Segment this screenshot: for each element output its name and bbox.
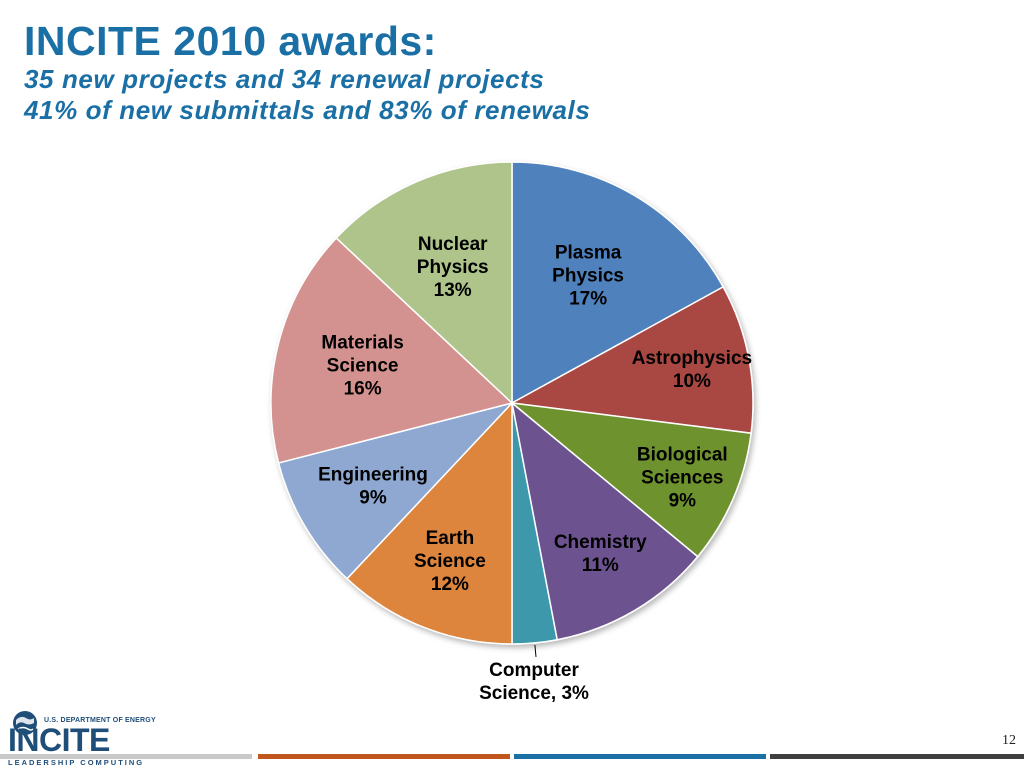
- slice-label-line: Computer: [489, 660, 579, 681]
- slice-label-chemistry: Chemistry 11%: [554, 532, 647, 576]
- slice-label-line: Earth: [426, 528, 475, 549]
- slice-label-line: Plasma: [555, 242, 622, 263]
- slice-label-line: 9%: [669, 491, 697, 512]
- pie-slice-astrophysics: [509, 285, 754, 435]
- slice-label-line: 13%: [434, 280, 472, 301]
- slice-label-line: Nuclear: [418, 234, 488, 255]
- slice-label-line: 16%: [344, 379, 382, 400]
- slice-label-line: 9%: [359, 488, 387, 509]
- slice-label-line: Sciences: [641, 468, 723, 489]
- pie-slice-nuclear-physics: [335, 161, 513, 405]
- incite-logo: U.S. DEPARTMENT OF ENERGY INCITE LEADERS…: [6, 708, 156, 767]
- subtitle-line-2: 41% of new submittals and 83% of renewal…: [24, 95, 591, 125]
- slice-label-line: Science: [414, 551, 486, 572]
- pie-slice-biological-sciences: [509, 401, 752, 558]
- footer-stripe-dark: [770, 754, 1024, 759]
- slice-label-plasma-physics: Plasma Physics 17%: [552, 242, 624, 309]
- logo-doe-text: U.S. DEPARTMENT OF ENERGY: [44, 717, 156, 724]
- pie-slice-engineering: [277, 401, 515, 580]
- slice-label-computer-science: Computer Science, 3%: [479, 660, 589, 704]
- slice-label-line: Chemistry: [554, 532, 647, 553]
- slice-label-astrophysics: Astrophysics 10%: [632, 348, 752, 392]
- globe-icon: [13, 711, 37, 735]
- title-block: INCITE 2010 awards: 35 new projects and …: [24, 18, 590, 126]
- pie-slice-chemistry: [510, 401, 699, 641]
- slice-label-line: Science, 3%: [479, 683, 589, 704]
- pie-labels: Plasma Physics 17%Astrophysics 10%Biologica…: [318, 234, 752, 704]
- slice-label-line: Physics: [417, 257, 489, 278]
- pie-slice-earth-science: [345, 401, 513, 645]
- logo-subtext: LEADERSHIP COMPUTING: [8, 758, 145, 767]
- slice-label-line: 17%: [569, 288, 607, 309]
- footer-stripe-blue: [514, 754, 766, 759]
- slice-label-materials-science: Materials Science 16%: [321, 333, 403, 400]
- slice-label-engineering: Engineering 9%: [318, 465, 428, 509]
- slice-label-line: 12%: [431, 574, 469, 595]
- slice-label-line: 10%: [673, 371, 711, 392]
- slice-label-biological-sciences: Biological Sciences 9%: [637, 445, 728, 512]
- slice-label-line: Science: [327, 356, 399, 377]
- footer-stripe-gray: [0, 754, 252, 759]
- pie-slices: [270, 161, 754, 645]
- subtitle-line-1: 35 new projects and 34 renewal projects: [24, 64, 545, 94]
- slice-label-line: Astrophysics: [632, 348, 752, 369]
- slide-title: INCITE 2010 awards:: [24, 18, 437, 64]
- pie-slice-materials-science: [270, 236, 514, 464]
- slice-label-line: Physics: [552, 265, 624, 286]
- page-number: 12: [1002, 733, 1016, 748]
- logo-wordmark: INCITE: [8, 722, 110, 758]
- slice-label-line: Biological: [637, 445, 728, 466]
- leader-line-computer-science: [534, 644, 537, 657]
- slice-label-earth-science: Earth Science 12%: [414, 528, 486, 595]
- slice-label-line: 11%: [582, 555, 619, 576]
- pie-chart: Plasma Physics 17%Astrophysics 10%Biologica…: [270, 161, 754, 704]
- pie-slice-plasma-physics: [511, 161, 725, 405]
- slice-label-line: Engineering: [318, 465, 428, 486]
- slice-label-nuclear-physics: Nuclear Physics 13%: [417, 234, 489, 301]
- slice-label-line: Materials: [321, 333, 403, 354]
- footer-stripe-orange: [258, 754, 510, 759]
